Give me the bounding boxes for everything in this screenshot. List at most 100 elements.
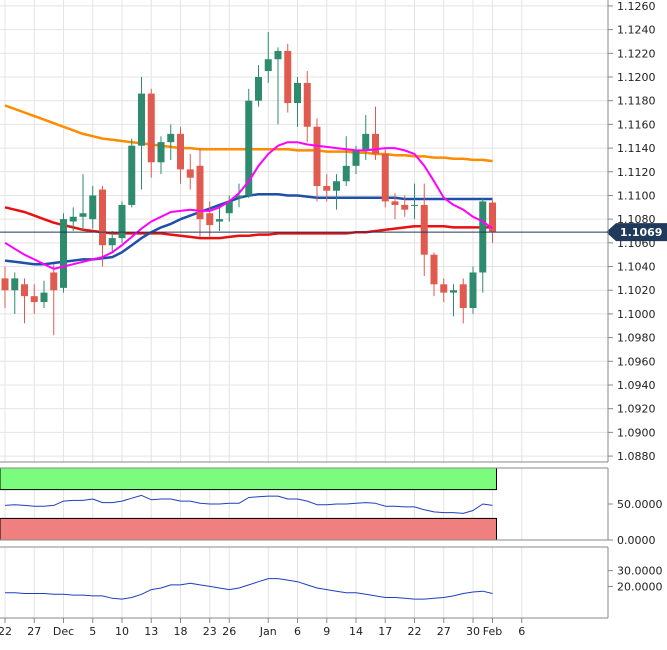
candle-body	[333, 181, 340, 191]
candle-body	[128, 145, 136, 205]
candle-body	[147, 93, 155, 163]
y-tick-label: 1.1020	[617, 284, 656, 297]
candle-body	[440, 284, 448, 293]
candle-body	[294, 82, 301, 104]
y-tick-label: 1.1040	[617, 261, 656, 274]
x-tick-label: 22	[0, 625, 12, 638]
y-tick-label: 1.0900	[617, 426, 656, 439]
y-tick-label: 1.1100	[617, 189, 656, 202]
y-tick-label: 1.1200	[617, 71, 656, 84]
x-axis: 22 27 Dec 5 10 13 18 23 26 Jan 6 9 14 17 22 27 30 Feb 6	[0, 618, 525, 638]
main-y-axis: 1.0880 1.0900 1.0920 1.0940 1.0960 1.0980 1.10…	[606, 0, 667, 463]
x-tick-label: 26	[222, 625, 236, 638]
y-tick-label: 1.1240	[617, 24, 656, 37]
x-tick-label: 30	[466, 625, 480, 638]
candle-body	[99, 189, 106, 246]
candle-body	[11, 278, 19, 291]
candle-body	[89, 195, 97, 220]
osc2-y-tick-label: 30.0000	[617, 565, 663, 578]
osc2-line	[5, 578, 493, 600]
candle-body	[303, 82, 311, 127]
candle-body	[391, 201, 399, 205]
x-tick-label: 22	[408, 625, 422, 638]
x-tick-label: 10	[115, 625, 129, 638]
overbought-zone	[0, 467, 497, 491]
y-tick-label: 1.0980	[617, 332, 656, 345]
candle-body	[430, 254, 438, 285]
osc1-y-tick-label: 0.0000	[617, 534, 656, 547]
candle-body	[196, 165, 204, 220]
x-tick-label: 17	[378, 625, 392, 638]
y-tick-label: 1.0880	[617, 450, 656, 463]
candle-body	[206, 213, 214, 226]
candle-body	[372, 133, 379, 154]
x-tick-label: 27	[437, 625, 451, 638]
candle-body	[50, 272, 58, 291]
osc1-line	[4, 494, 493, 514]
candle-body	[274, 50, 282, 60]
y-tick-label: 1.1000	[617, 308, 656, 321]
last-price-badge	[606, 223, 667, 242]
x-tick-label: Dec	[53, 625, 74, 638]
oscillator-panel-1: 50.0000 0.0000	[0, 467, 663, 547]
candle-body	[255, 77, 262, 101]
main-marks	[0, 31, 608, 336]
x-tick-label: 14	[349, 625, 363, 638]
y-tick-label: 1.1220	[617, 47, 656, 60]
y-tick-label: 1.0920	[617, 403, 656, 416]
y-tick-label: 1.1080	[617, 213, 656, 226]
x-tick-label: 18	[174, 625, 188, 638]
ma-red-line	[4, 206, 493, 240]
ma-magenta-line	[4, 141, 494, 270]
candle-body	[420, 204, 428, 255]
candle-body	[323, 185, 331, 191]
candle-body	[1, 278, 9, 291]
y-tick-label: 1.1140	[617, 142, 656, 155]
candle-body	[245, 100, 253, 196]
oversold-zone	[0, 517, 497, 541]
osc2-y-tick-label: 20.0000	[617, 580, 663, 593]
candle-body	[362, 133, 370, 151]
x-tick-label: 6	[294, 625, 301, 638]
candle-body	[138, 93, 145, 146]
candle-body	[381, 154, 389, 202]
candle-body	[69, 216, 77, 222]
x-tick-label: 5	[89, 625, 96, 638]
y-tick-label: 1.1120	[617, 166, 656, 179]
y-tick-label: 1.1160	[617, 118, 656, 131]
last-price-label: 1.1069	[620, 226, 662, 239]
x-tick-label: 6	[518, 625, 525, 638]
x-tick-label: 13	[144, 625, 158, 638]
candle-body	[450, 290, 457, 293]
candle-body	[177, 133, 184, 170]
oscillator-panel-2: 30.0000 20.0000	[5, 565, 663, 600]
x-tick-label: Feb	[483, 625, 502, 638]
candle-body	[489, 202, 496, 233]
candle-body	[118, 204, 126, 239]
candle-body	[235, 195, 243, 198]
candle-body	[21, 284, 28, 297]
candle-body	[167, 133, 175, 143]
x-tick-label: 27	[27, 625, 41, 638]
candle-body	[459, 284, 467, 308]
candle-body	[216, 219, 223, 222]
candle-body	[411, 204, 418, 206]
candle-body	[284, 50, 292, 104]
candle-body	[186, 169, 194, 178]
candle-body	[342, 165, 350, 182]
candle-body	[40, 292, 48, 303]
candle-body	[108, 238, 116, 246]
y-tick-label: 1.1180	[617, 95, 656, 108]
y-tick-label: 1.0960	[617, 355, 656, 368]
candle-body	[401, 204, 409, 210]
candle-body	[30, 296, 38, 303]
candle-body	[313, 126, 321, 186]
candle-body	[352, 150, 360, 166]
osc1-y-tick-label: 50.0000	[617, 498, 663, 511]
candle-body	[225, 201, 233, 214]
candle-body	[479, 201, 487, 273]
x-tick-label: 23	[203, 625, 217, 638]
y-tick-label: 1.1260	[617, 0, 656, 13]
